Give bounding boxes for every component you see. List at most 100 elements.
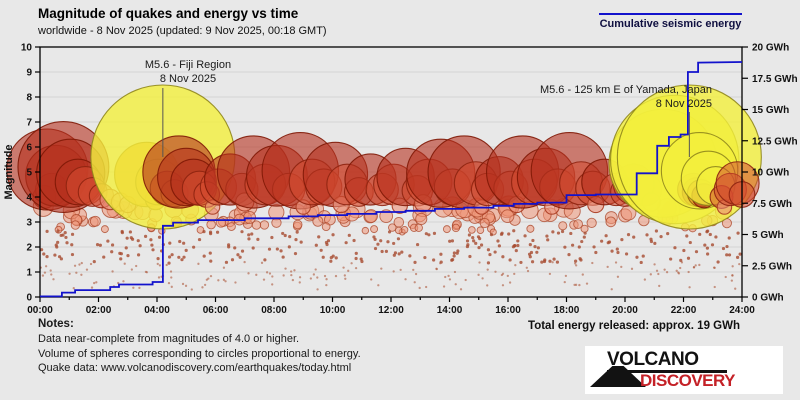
scatter-dot xyxy=(731,265,734,268)
right-tick-label: 2.5 GWh xyxy=(752,261,792,272)
scatter-dot xyxy=(124,246,128,250)
left-tick-label: 4 xyxy=(26,193,32,204)
scatter-dot xyxy=(209,259,213,263)
scatter-dot xyxy=(268,272,272,275)
scatter-dot xyxy=(616,250,620,255)
scatter-dot xyxy=(499,232,504,236)
scatter-dot xyxy=(643,278,647,281)
scatter-dot xyxy=(291,278,295,282)
scatter-dot xyxy=(471,236,475,240)
scatter-dot xyxy=(574,262,577,265)
scatter-dot xyxy=(556,231,561,235)
scatter-dot xyxy=(447,274,450,278)
scatter-dot xyxy=(208,251,212,255)
scatter-dot xyxy=(227,243,231,247)
scatter-dot xyxy=(344,241,348,245)
scatter-dot xyxy=(53,253,57,257)
scatter-dot xyxy=(287,245,291,249)
scatter-dot xyxy=(170,285,173,288)
left-tick-label: 2 xyxy=(26,243,32,254)
scatter-dot xyxy=(486,261,491,265)
scatter-dot xyxy=(665,271,669,274)
scatter-dot xyxy=(143,234,148,239)
scatter-dot xyxy=(501,284,505,287)
scatter-dot xyxy=(394,226,403,235)
legend: Cumulative seismic energy xyxy=(597,13,744,30)
scatter-dot xyxy=(706,252,710,256)
scatter-dot xyxy=(372,235,376,239)
x-tick-label: 16:00 xyxy=(495,305,521,316)
scatter-dot xyxy=(507,232,511,236)
notes-block: Notes: Data near-complete from magnitude… xyxy=(38,318,361,377)
scatter-dot xyxy=(233,246,237,250)
scatter-dot xyxy=(724,275,727,279)
scatter-dot xyxy=(370,225,379,234)
scatter-dot xyxy=(519,260,523,265)
scatter-dot xyxy=(399,268,402,272)
scatter-dot xyxy=(630,267,634,270)
scatter-dot xyxy=(476,226,485,234)
scatter-dot xyxy=(654,229,659,233)
scatter-dot xyxy=(196,226,205,234)
left-tick-label: 9 xyxy=(26,68,32,79)
scatter-dot xyxy=(455,251,459,255)
scatter-dot xyxy=(354,256,358,261)
x-tick-label: 10:00 xyxy=(320,305,346,316)
scatter-dot xyxy=(279,249,283,253)
scatter-dot xyxy=(552,257,556,261)
scatter-dot xyxy=(123,262,126,265)
scatter-dot xyxy=(415,242,420,247)
scatter-dot xyxy=(70,232,75,236)
x-tick-label: 24:00 xyxy=(729,305,755,316)
scatter-dot xyxy=(197,262,200,265)
scatter-dot xyxy=(705,246,709,250)
scatter-dot xyxy=(586,217,597,229)
scatter-dot xyxy=(468,226,476,234)
scatter-dot xyxy=(49,269,52,272)
x-tick-label: 22:00 xyxy=(671,305,697,316)
scatter-dot xyxy=(604,234,608,238)
scatter-dot xyxy=(45,255,49,259)
scatter-dot xyxy=(653,263,656,266)
scatter-dot xyxy=(516,239,520,243)
scatter-dot xyxy=(271,217,282,228)
scatter-dot xyxy=(536,246,540,250)
scatter-dot xyxy=(558,221,568,231)
scatter-dot xyxy=(567,253,571,257)
scatter-dot xyxy=(157,235,162,239)
scatter-dot xyxy=(687,270,690,274)
scatter-dot xyxy=(299,240,303,244)
annotation-label-2: M5.6 - 125 km E of Yamada, Japan 8 Nov 20… xyxy=(540,84,712,110)
scatter-dot xyxy=(238,255,242,259)
scatter-dot xyxy=(708,232,712,237)
scatter-dot xyxy=(396,237,401,241)
scatter-dot xyxy=(444,275,447,279)
scatter-dot xyxy=(250,232,254,236)
scatter-dot xyxy=(298,281,301,284)
scatter-dot xyxy=(45,229,49,234)
scatter-dot xyxy=(468,254,472,259)
logo-text-volcano: VOLCANO xyxy=(607,349,699,370)
scatter-dot xyxy=(247,233,251,237)
scatter-dot xyxy=(180,258,184,262)
scatter-dot xyxy=(298,276,302,279)
scatter-dot xyxy=(501,272,505,275)
scatter-dot xyxy=(725,253,729,257)
x-tick-label: 14:00 xyxy=(437,305,463,316)
scatter-dot xyxy=(73,264,77,267)
scatter-dot xyxy=(393,251,398,255)
scatter-dot xyxy=(325,283,328,287)
scatter-dot xyxy=(56,229,60,233)
scatter-dot xyxy=(379,239,383,243)
scatter-dot xyxy=(89,215,101,227)
x-tick-label: 06:00 xyxy=(203,305,229,316)
scatter-dot xyxy=(343,274,346,277)
scatter-dot xyxy=(170,253,174,257)
scatter-dot xyxy=(89,262,93,266)
scatter-dot xyxy=(283,233,287,238)
scatter-dot xyxy=(649,239,654,244)
scatter-dot xyxy=(70,243,74,247)
scatter-dot xyxy=(414,272,418,276)
scatter-dot xyxy=(215,230,220,234)
scatter-dot xyxy=(736,231,740,235)
